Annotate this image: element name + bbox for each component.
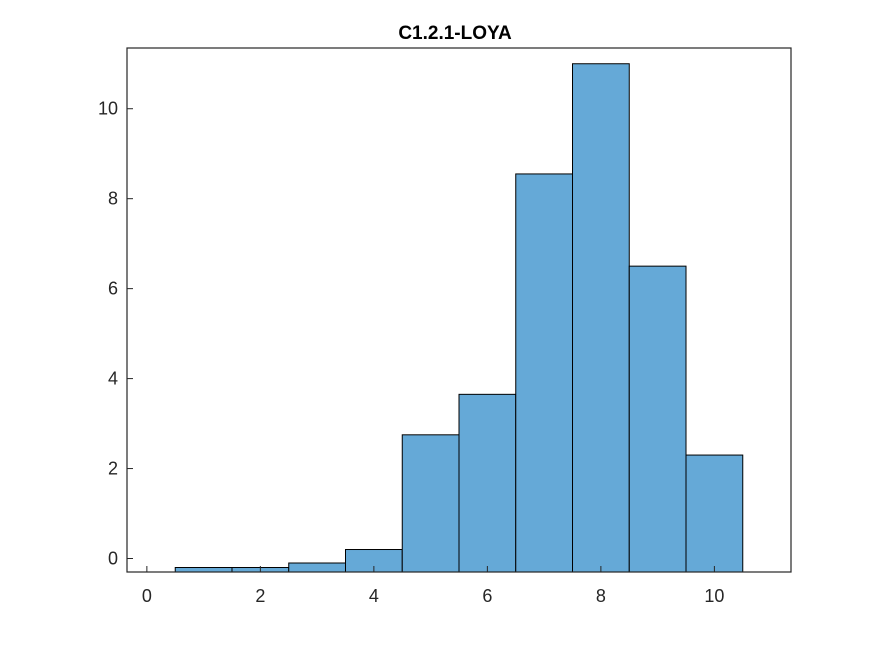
y-axis: 0 2 4 6 8 10 [98, 99, 133, 569]
chart-title: C1.2.1-LOYA [398, 23, 512, 44]
x-tick-label: 0 [142, 586, 152, 606]
y-tick-label: 8 [108, 189, 118, 209]
y-tick-label: 10 [98, 99, 118, 119]
x-tick-label: 8 [596, 586, 606, 606]
y-tick-label: 4 [108, 369, 118, 389]
histogram-bar [515, 173, 574, 573]
y-tick-label: 0 [108, 549, 118, 569]
histogram-bar [288, 562, 346, 573]
x-tick-label: 2 [255, 586, 265, 606]
x-tick-label: 6 [482, 586, 492, 606]
histogram-bar [628, 265, 687, 573]
histogram-bar [174, 567, 233, 573]
x-axis: 0 2 4 6 8 10 [142, 566, 724, 606]
x-tick-label: 10 [704, 586, 724, 606]
axes-box [126, 47, 792, 573]
histogram-bar [401, 434, 460, 573]
histogram-bar [572, 63, 630, 573]
y-tick-label: 6 [108, 279, 118, 299]
y-tick-label: 2 [108, 459, 118, 479]
x-tick-label: 4 [369, 586, 379, 606]
histogram-bar [685, 454, 744, 573]
histogram-bar [458, 393, 517, 573]
bars-group [174, 63, 744, 573]
